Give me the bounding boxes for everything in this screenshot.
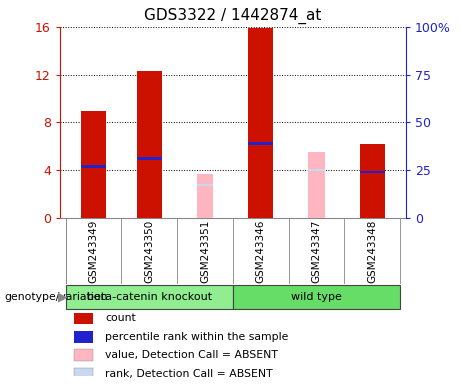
Bar [308, 169, 325, 171]
Bar [81, 111, 106, 218]
Text: GSM243348: GSM243348 [367, 220, 377, 283]
Text: GSM243347: GSM243347 [312, 220, 321, 283]
Bar [65, 285, 233, 309]
Bar [136, 71, 162, 218]
Title: GDS3322 / 1442874_at: GDS3322 / 1442874_at [144, 8, 321, 24]
Bar [248, 142, 273, 145]
Bar [233, 285, 400, 309]
Text: beta-catenin knockout: beta-catenin knockout [87, 291, 212, 302]
Bar [360, 171, 385, 174]
Bar [74, 349, 93, 361]
Bar [197, 174, 213, 218]
Bar [136, 157, 162, 160]
Bar [74, 368, 93, 380]
Text: count: count [105, 313, 136, 323]
Text: wild type: wild type [291, 291, 342, 302]
Text: ▶: ▶ [58, 291, 67, 304]
Bar [308, 152, 325, 218]
Bar [74, 313, 93, 324]
Bar [248, 28, 273, 218]
Text: GSM243351: GSM243351 [200, 220, 210, 283]
Text: GSM243349: GSM243349 [89, 220, 98, 283]
Text: genotype/variation: genotype/variation [5, 292, 108, 302]
Bar [81, 165, 106, 168]
Text: value, Detection Call = ABSENT: value, Detection Call = ABSENT [105, 350, 278, 360]
Text: GSM243346: GSM243346 [256, 220, 266, 283]
Bar [74, 331, 93, 343]
Text: percentile rank within the sample: percentile rank within the sample [105, 332, 288, 342]
Text: rank, Detection Call = ABSENT: rank, Detection Call = ABSENT [105, 369, 272, 379]
Bar [197, 184, 213, 185]
Text: GSM243350: GSM243350 [144, 220, 154, 283]
Bar [360, 144, 385, 218]
